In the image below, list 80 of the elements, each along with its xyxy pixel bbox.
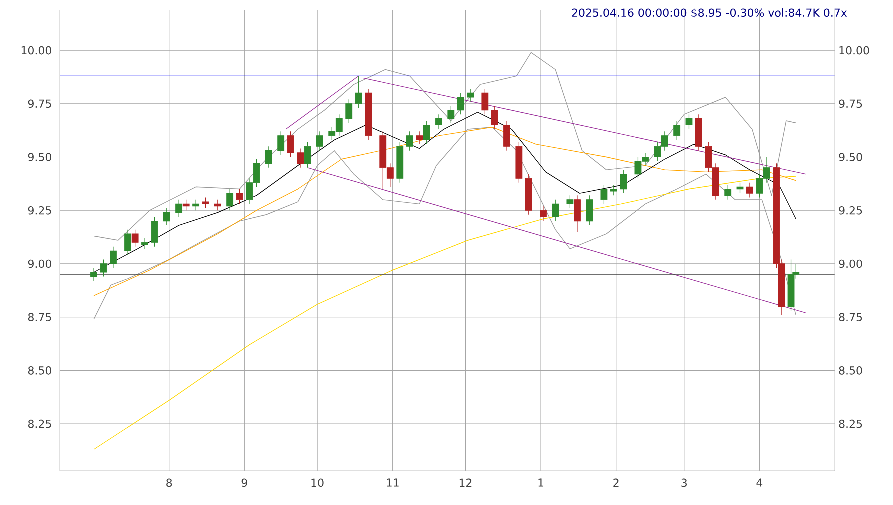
candlestick [566,195,574,209]
candlestick [316,131,324,152]
x-tick-label: 8 [166,478,172,488]
candlestick [448,106,455,124]
x-tick-label: 4 [756,478,763,487]
y-tick-label: 9.00 [28,260,52,268]
candlestick [600,184,608,205]
x-tick-label: 1 [538,478,544,487]
candlestick [406,131,414,152]
candlestick [278,131,285,156]
y2-tick-label: 9.25 [839,206,862,215]
line-series [94,52,796,241]
x-tick-label: 3 [682,478,687,488]
candlestick [695,114,702,152]
candlestick [574,195,581,232]
candlestick [236,188,244,205]
x-tick-label: 11 [387,478,399,487]
candlestick [724,184,732,200]
candlestick [226,188,234,211]
candlestick [686,114,693,130]
candlestick [540,206,547,222]
candlestick [163,208,170,226]
candlestick [287,131,294,158]
x-tick-label: 12 [460,478,472,487]
y2-tick-label: 8.25 [839,420,862,428]
candlestick [467,88,474,102]
candlestick [586,195,594,226]
candlestick [214,200,222,211]
y-tick-label: 9.25 [28,206,52,215]
y2-tick-label: 9.00 [839,260,862,268]
y2-tick-label: 9.50 [839,153,862,162]
candlestick [202,198,210,209]
candlestick [182,200,190,211]
candlestick [297,148,304,168]
candlestick [396,142,404,184]
candlestick [491,106,498,130]
candlestick [151,216,158,248]
y-tick-label: 10.00 [22,46,52,55]
y2-tick-label: 9.75 [839,100,862,108]
candlestick [620,170,628,194]
chart-title: 2025.04.16 00:00:00 $8.95 -0.30% vol:84.7K 0.7x [572,8,848,18]
line-series [94,176,796,450]
candlestick [516,142,523,184]
y2-tick-label: 8.50 [839,366,862,375]
candlestick [355,76,362,108]
candlestick [110,246,117,269]
candlestick [552,200,560,222]
candlestick [610,184,618,196]
candlestick [192,200,200,211]
x-tick-label: 10 [312,478,324,488]
y-tick-label: 9.75 [28,100,52,108]
candlestick [176,200,183,218]
candlestick [457,92,464,115]
x-tick-label: 2 [614,478,619,487]
candlestick [346,99,353,124]
candlestick [100,259,108,278]
x-tick-label: 9 [242,478,248,488]
candlestick [746,182,754,198]
candlestick [124,230,132,256]
candlestick [142,238,148,250]
candlestick [90,268,98,282]
candlestick [674,120,681,140]
line-series [94,112,796,273]
y-tick-label: 8.50 [28,366,52,375]
candlestick [504,120,510,152]
y2-tick-label: 10.00 [840,46,870,55]
y2-tick-label: 8.75 [839,313,862,322]
candlestick [525,174,532,216]
candlestick [365,88,372,140]
candlestick [304,142,312,168]
candlestick [416,131,424,145]
candlestick [423,120,430,145]
y-tick-label: 8.25 [28,420,52,428]
y-tick-label: 8.75 [28,313,52,322]
candlestick [436,114,442,130]
y-tick-label: 9.50 [28,153,52,162]
candlestick [132,230,139,248]
candlestick [265,146,272,168]
candlestick [482,88,489,115]
candlestick [736,182,744,194]
